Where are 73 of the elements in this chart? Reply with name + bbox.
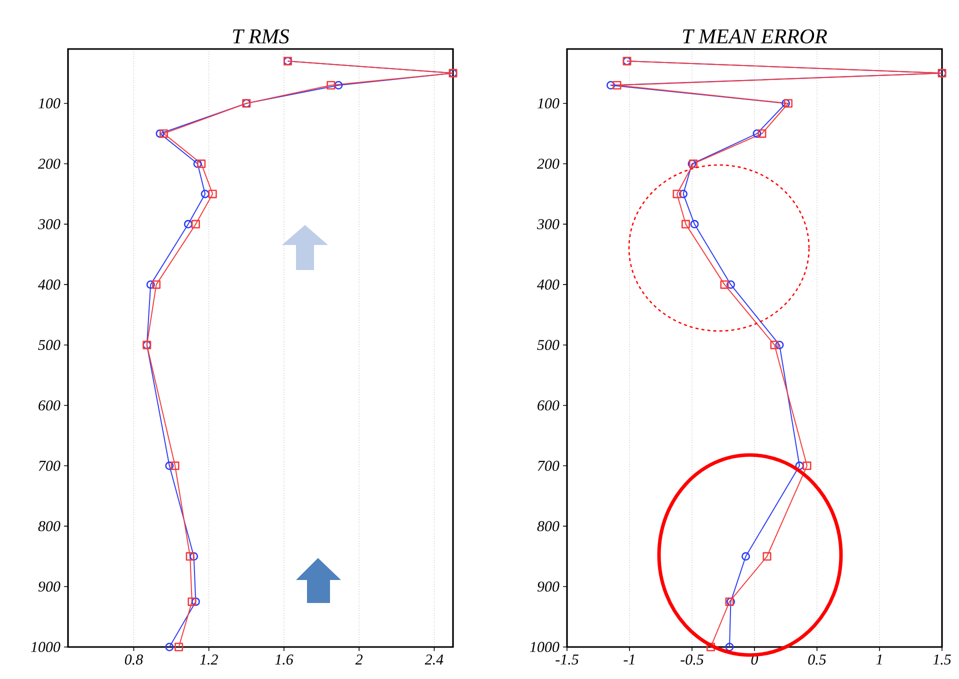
y-tick-label: 200 xyxy=(536,158,560,169)
point xyxy=(193,160,202,168)
y-tick-label: 400 xyxy=(38,280,60,290)
y-tick-label: 500 xyxy=(537,340,560,350)
y-tick-label: 400 xyxy=(537,280,560,290)
point xyxy=(174,642,184,652)
chart-title: T RMS xyxy=(233,29,290,44)
x-tick-label: 2 xyxy=(355,654,363,664)
x-tick-label: 2.4 xyxy=(424,654,444,665)
point xyxy=(606,80,616,90)
point xyxy=(802,462,812,470)
point xyxy=(146,280,155,289)
y-tick-label: 100 xyxy=(38,98,60,108)
y-tick-label: 1000 xyxy=(530,642,560,652)
point xyxy=(184,220,192,228)
point xyxy=(770,340,779,350)
y-tick-label: 800 xyxy=(38,521,60,532)
point xyxy=(191,220,200,228)
point xyxy=(758,129,766,138)
x-tick-label: 0.5 xyxy=(808,654,826,665)
point xyxy=(784,99,793,108)
point xyxy=(160,129,168,138)
point xyxy=(690,220,699,228)
x-tick-label: 1.5 xyxy=(933,654,951,665)
x-tick-label: 0.8 xyxy=(124,654,143,665)
point xyxy=(208,190,217,198)
point xyxy=(197,160,206,168)
y-tick-label: 500 xyxy=(38,340,60,350)
y-tick-label: 700 xyxy=(538,460,560,471)
x-tick-label: -1 xyxy=(624,654,634,664)
point xyxy=(679,190,688,198)
y-tick-label: 200 xyxy=(38,158,60,169)
y-tick-label: 600 xyxy=(538,400,560,410)
point xyxy=(334,80,343,90)
x-tick-label: 1 xyxy=(876,654,882,664)
y-tick-label: 300 xyxy=(38,219,60,230)
point xyxy=(165,642,174,652)
point xyxy=(762,552,772,561)
point xyxy=(165,462,174,470)
point xyxy=(725,642,734,652)
y-tick-label: 900 xyxy=(38,582,60,592)
point xyxy=(752,129,762,138)
point xyxy=(326,80,336,90)
point xyxy=(612,80,622,90)
point xyxy=(672,190,682,198)
point xyxy=(156,129,164,138)
point xyxy=(795,462,804,470)
point xyxy=(200,190,210,198)
point xyxy=(190,552,198,561)
point xyxy=(706,642,715,652)
point xyxy=(782,99,790,108)
x-tick-label: -1.5 xyxy=(556,654,578,665)
point xyxy=(191,597,200,606)
y-tick-label: 1000 xyxy=(31,642,60,652)
point xyxy=(720,280,729,289)
point xyxy=(682,220,690,228)
x-tick-label: 1.6 xyxy=(275,654,294,665)
point xyxy=(186,552,194,561)
y-tick-label: 900 xyxy=(537,582,560,592)
chart-title: T MEAN ERROR xyxy=(682,29,828,44)
point xyxy=(742,552,750,561)
point xyxy=(152,280,161,289)
x-tick-label: -0.5 xyxy=(680,654,704,665)
point xyxy=(188,597,196,606)
y-tick-label: 600 xyxy=(38,400,60,410)
point xyxy=(775,340,784,350)
y-tick-label: 100 xyxy=(538,98,560,108)
x-tick-label: 1.2 xyxy=(200,654,218,665)
y-tick-label: 700 xyxy=(38,460,60,471)
y-tick-label: 300 xyxy=(536,219,560,230)
point xyxy=(170,462,180,470)
y-tick-label: 800 xyxy=(537,521,560,532)
point xyxy=(726,280,735,289)
